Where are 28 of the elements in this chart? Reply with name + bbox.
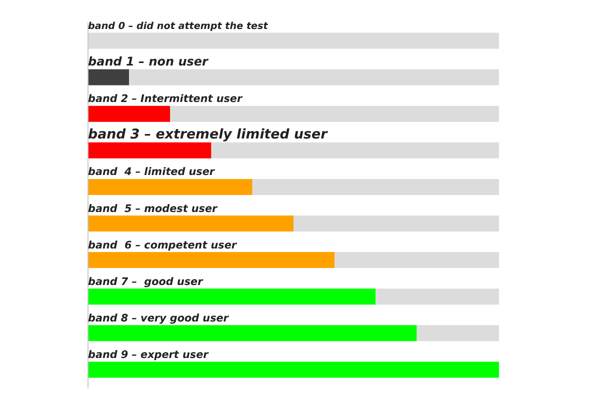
bar	[170, 106, 499, 122]
bar	[88, 252, 335, 268]
bar	[294, 216, 499, 232]
bar	[416, 325, 499, 342]
y-tick-label: band 0 – did not attempt the test	[88, 20, 268, 32]
y-tick-label: band 1 – non user	[88, 54, 210, 69]
y-tick-label: band 6 – competent user	[88, 239, 238, 252]
bar	[88, 216, 294, 232]
bar	[129, 69, 499, 86]
bar	[88, 362, 499, 378]
y-tick-label: band 4 – limited user	[88, 166, 216, 178]
bar	[88, 178, 252, 195]
bar	[211, 142, 499, 158]
bar	[88, 142, 212, 158]
bar	[334, 252, 499, 268]
bar	[88, 69, 130, 86]
y-tick-label: band 8 – very good user	[88, 312, 230, 324]
bar	[88, 288, 376, 305]
y-tick-label: band 2 – Intermittent user	[88, 93, 243, 106]
y-tick-label: band 5 – modest user	[88, 202, 218, 215]
y-tick-label: band 7 – good user	[88, 276, 204, 288]
y-tick-label: band 9 – expert user	[88, 349, 210, 362]
bar	[252, 178, 499, 195]
bar	[88, 106, 170, 122]
y-tick-label: band 3 – extremely limited user	[88, 128, 329, 143]
bar	[88, 32, 499, 49]
bar	[88, 325, 417, 342]
bar	[376, 288, 499, 305]
